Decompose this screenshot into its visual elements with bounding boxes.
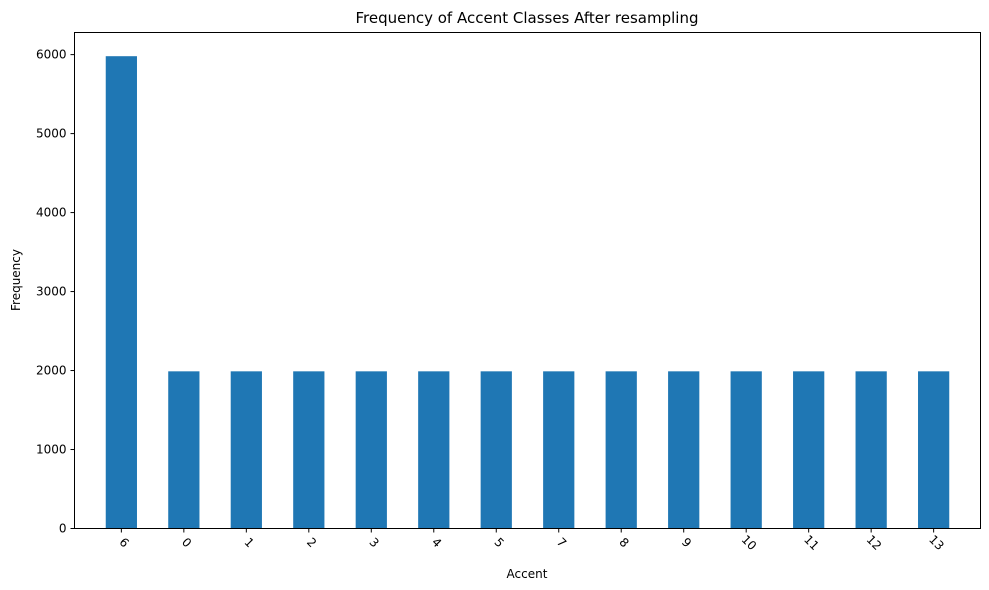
y-tick-label-0: 0 — [59, 522, 67, 536]
x-tick-label-12: 12 — [864, 532, 885, 553]
x-tick-label-8: 8 — [616, 535, 631, 550]
bar-5 — [480, 371, 512, 529]
y-tick-label-6000: 6000 — [36, 48, 67, 62]
plot-frame — [74, 32, 981, 529]
x-tick-label-5: 5 — [491, 535, 506, 550]
bar-0 — [168, 371, 200, 529]
y-tick-label-1000: 1000 — [36, 443, 67, 457]
bar-9 — [668, 371, 700, 529]
x-tick-label-3: 3 — [366, 535, 381, 550]
bar-7 — [543, 371, 575, 529]
chart-title: Frequency of Accent Classes After resamp… — [356, 9, 699, 27]
y-axis: 0 1000 2000 3000 4000 5000 6000 — [36, 48, 75, 536]
x-tick-label-4: 4 — [429, 535, 444, 550]
x-tick-label-11: 11 — [801, 532, 822, 553]
bar-1 — [230, 371, 262, 529]
x-tick-label-0: 0 — [179, 535, 194, 550]
bar-12 — [855, 371, 887, 529]
x-tick-label-2: 2 — [304, 535, 319, 550]
x-tick-label-9: 9 — [679, 535, 694, 550]
bar-3 — [355, 371, 387, 529]
y-axis-label: Frequency — [9, 249, 23, 311]
x-tick-label-6: 6 — [117, 535, 132, 550]
x-tick-label-7: 7 — [554, 535, 569, 550]
x-tick-label-1: 1 — [242, 535, 257, 550]
bar-11 — [793, 371, 825, 529]
y-tick-label-4000: 4000 — [36, 206, 67, 220]
x-axis-label: Accent — [507, 567, 548, 581]
x-tick-label-10: 10 — [739, 532, 760, 553]
bar-2 — [293, 371, 325, 529]
bar-10 — [730, 371, 762, 529]
y-tick-label-2000: 2000 — [36, 364, 67, 378]
bars-group — [105, 56, 950, 529]
bar-13 — [918, 371, 950, 529]
x-axis: 6 0 1 2 3 4 5 7 8 9 10 11 12 13 — [117, 528, 947, 553]
bar-6 — [105, 56, 137, 529]
y-tick-label-3000: 3000 — [36, 285, 67, 299]
x-tick-label-13: 13 — [926, 532, 947, 553]
y-tick-label-5000: 5000 — [36, 127, 67, 141]
bar-4 — [418, 371, 450, 529]
bar-8 — [605, 371, 637, 529]
